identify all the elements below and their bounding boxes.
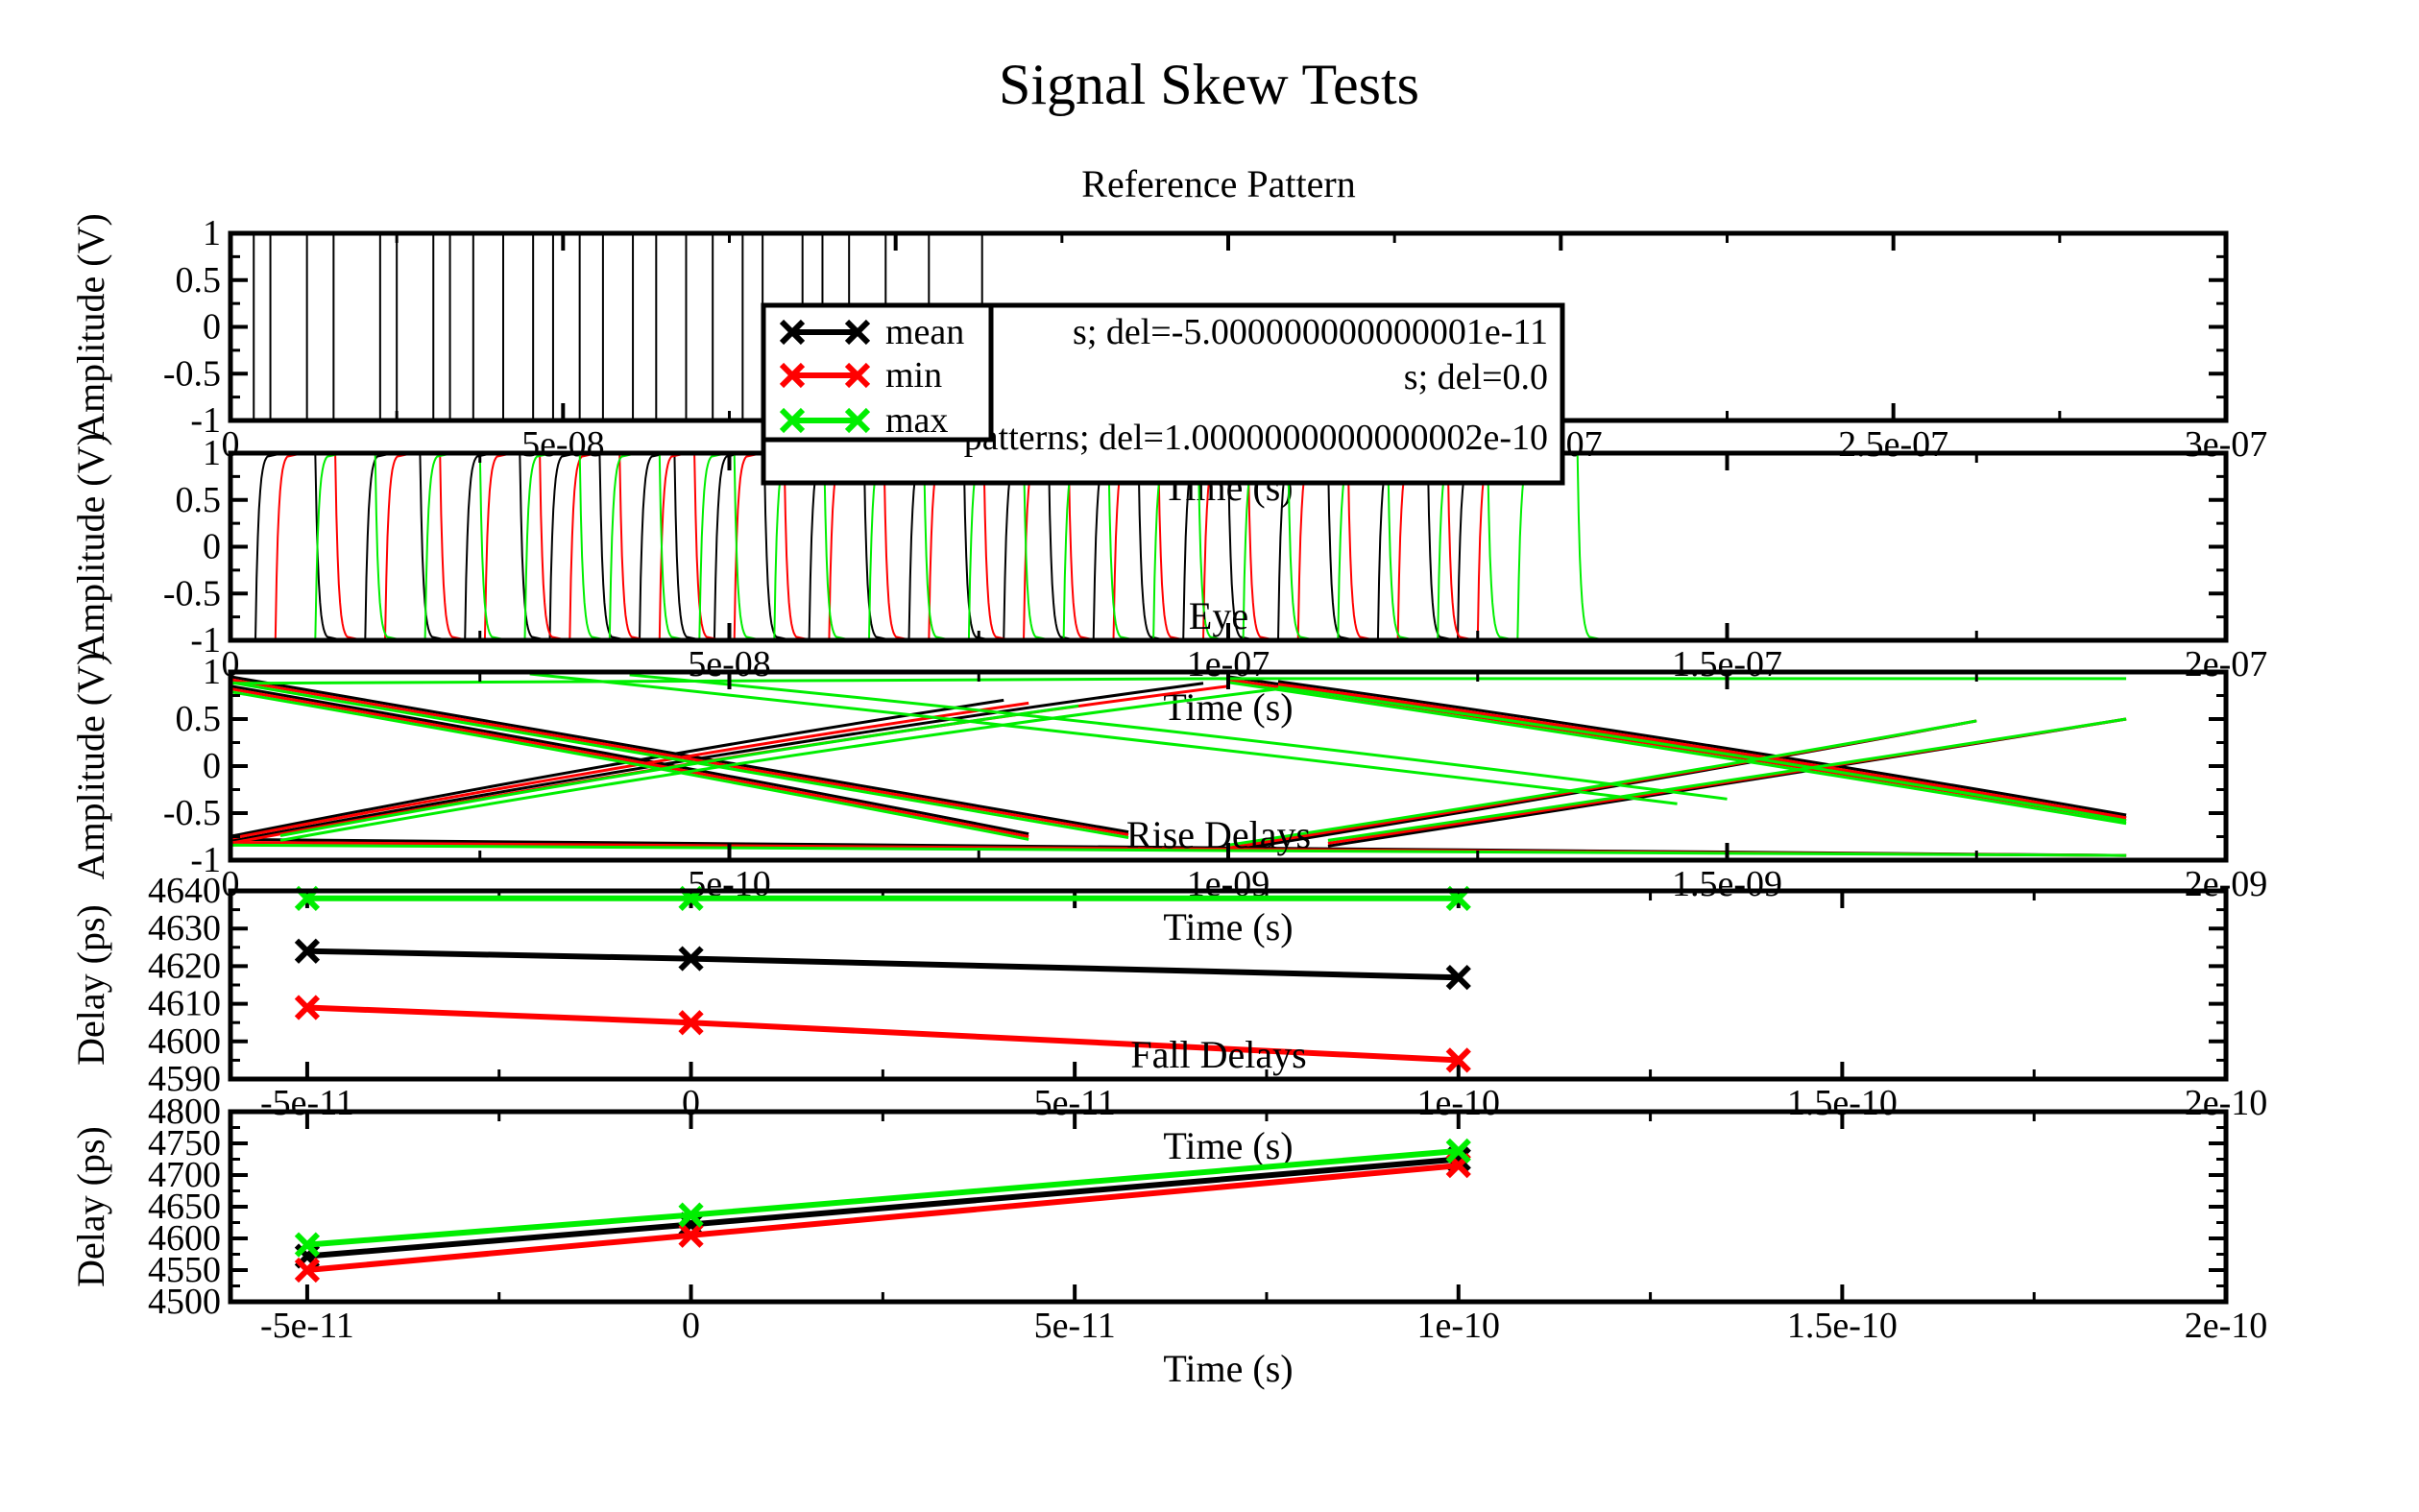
y-tick-label: -0.5 [163,793,221,833]
x-tick-label: 0 [682,1306,700,1346]
legend-label: min [885,355,942,396]
panel-title-rise-delays: Rise Delays [1126,813,1311,856]
panel-title-eye: Eye [1189,594,1248,637]
y-tick-label: 0.5 [176,260,222,300]
x-tick-label: 2.5e-07 [1838,424,1948,465]
x-tick-label: 1.5e-09 [1672,864,1782,904]
x-axis-label: Time (s) [1163,1124,1293,1167]
y-axis-label: Amplitude (V) [69,433,112,660]
y-tick-label: 1 [203,652,221,692]
y-tick-label: -0.5 [163,573,221,613]
eye-trace [530,674,1678,804]
y-tick-label: 4600 [148,1021,221,1062]
chart-panel-5: -5e-11 0 5e-11 1e-10 1.5e-10 2e-10 45004550460… [69,1033,2267,1390]
y-axis-label: Amplitude (V) [69,653,112,880]
delay-line-mean [307,1160,1459,1257]
delay-line-max [307,1151,1459,1245]
y-tick-label: 0 [203,307,221,348]
y-tick-label: 0 [203,746,221,786]
y-tick-label: 4800 [148,1092,221,1132]
y-axis-label: Delay (ps) [69,904,112,1066]
legend: s; del=-5.000000000000001e-11 s; del=0.0 p… [763,305,1562,483]
x-tick-label: 5e-08 [521,424,605,465]
y-axis-label: Delay (ps) [69,1126,112,1287]
y-tick-label: 4630 [148,908,221,948]
panel-title-reference-pattern: Reference Pattern [1081,162,1355,205]
y-tick-label: 0.5 [176,699,222,739]
x-tick-label: 1e-10 [1417,1306,1501,1346]
x-tick-label: 2e-10 [2185,1306,2268,1346]
y-tick-label: 4620 [148,946,221,986]
y-tick-label: 0 [203,527,221,567]
y-tick-label: 4610 [148,984,221,1024]
figure-title: Signal Skew Tests [999,53,1419,116]
y-tick-label: 1 [203,213,221,253]
legend-label: s; del=0.0 [1404,357,1548,397]
legend-label: mean [885,312,964,352]
delay-line-mean [307,951,1459,978]
y-tick-label: 1 [203,433,221,473]
x-tick-label: -5e-11 [260,1306,354,1346]
chart-panel-4: -5e-11 0 5e-11 1e-10 1.5e-10 2e-1045904600461… [69,813,2267,1167]
y-axis-label: Amplitude (V) [69,213,112,441]
x-axis-label: Time (s) [1163,905,1293,948]
y-tick-label: -0.5 [163,353,221,394]
x-tick-label: 1.5e-10 [1787,1306,1898,1346]
legend-label: max [885,400,948,441]
legend-label: patterns; del=1.0000000000000002e-10 [964,418,1548,458]
x-tick-label: 5e-11 [1034,1306,1116,1346]
x-axis-label: Time (s) [1163,1347,1293,1390]
eye-trace [1328,719,2126,840]
y-tick-label: 0.5 [176,480,222,520]
y-tick-label: 4640 [148,871,221,911]
delay-line-min [307,1165,1459,1270]
legend-label: s; del=-5.000000000000001e-11 [1073,312,1548,352]
panel-title-fall-delays: Fall Delays [1130,1033,1306,1076]
